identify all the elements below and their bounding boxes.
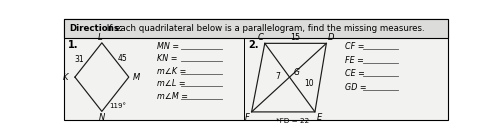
- Text: CF =: CF =: [346, 42, 365, 51]
- Text: D: D: [328, 33, 334, 42]
- Text: m∠L =: m∠L =: [158, 79, 186, 88]
- Text: Directions:: Directions:: [69, 24, 122, 33]
- Text: N: N: [98, 113, 105, 122]
- Text: *FD = 22: *FD = 22: [276, 118, 310, 124]
- Text: 119°: 119°: [109, 103, 126, 109]
- Text: 15: 15: [290, 33, 300, 42]
- Text: KN =: KN =: [158, 54, 178, 63]
- Text: 31: 31: [74, 55, 84, 64]
- Text: m∠M =: m∠M =: [158, 92, 188, 101]
- Text: E: E: [316, 113, 322, 122]
- Text: 45: 45: [118, 54, 127, 63]
- Text: K: K: [63, 73, 68, 82]
- Text: GD =: GD =: [346, 83, 367, 92]
- Text: MN =: MN =: [158, 42, 180, 51]
- Text: If each quadrilateral below is a parallelogram, find the missing measures.: If each quadrilateral below is a paralle…: [104, 24, 425, 33]
- Text: 10: 10: [304, 79, 314, 88]
- Text: FE =: FE =: [346, 56, 364, 65]
- Text: F: F: [245, 113, 250, 122]
- Bar: [64, 19, 448, 38]
- Text: 2.: 2.: [248, 40, 259, 50]
- Text: L: L: [98, 33, 102, 42]
- Text: G: G: [294, 68, 300, 77]
- Text: M: M: [133, 73, 140, 82]
- Text: m∠K =: m∠K =: [158, 67, 187, 76]
- Text: CE =: CE =: [346, 69, 365, 78]
- Text: 1.: 1.: [68, 40, 79, 50]
- Text: 7: 7: [276, 72, 280, 81]
- Text: C: C: [258, 33, 263, 42]
